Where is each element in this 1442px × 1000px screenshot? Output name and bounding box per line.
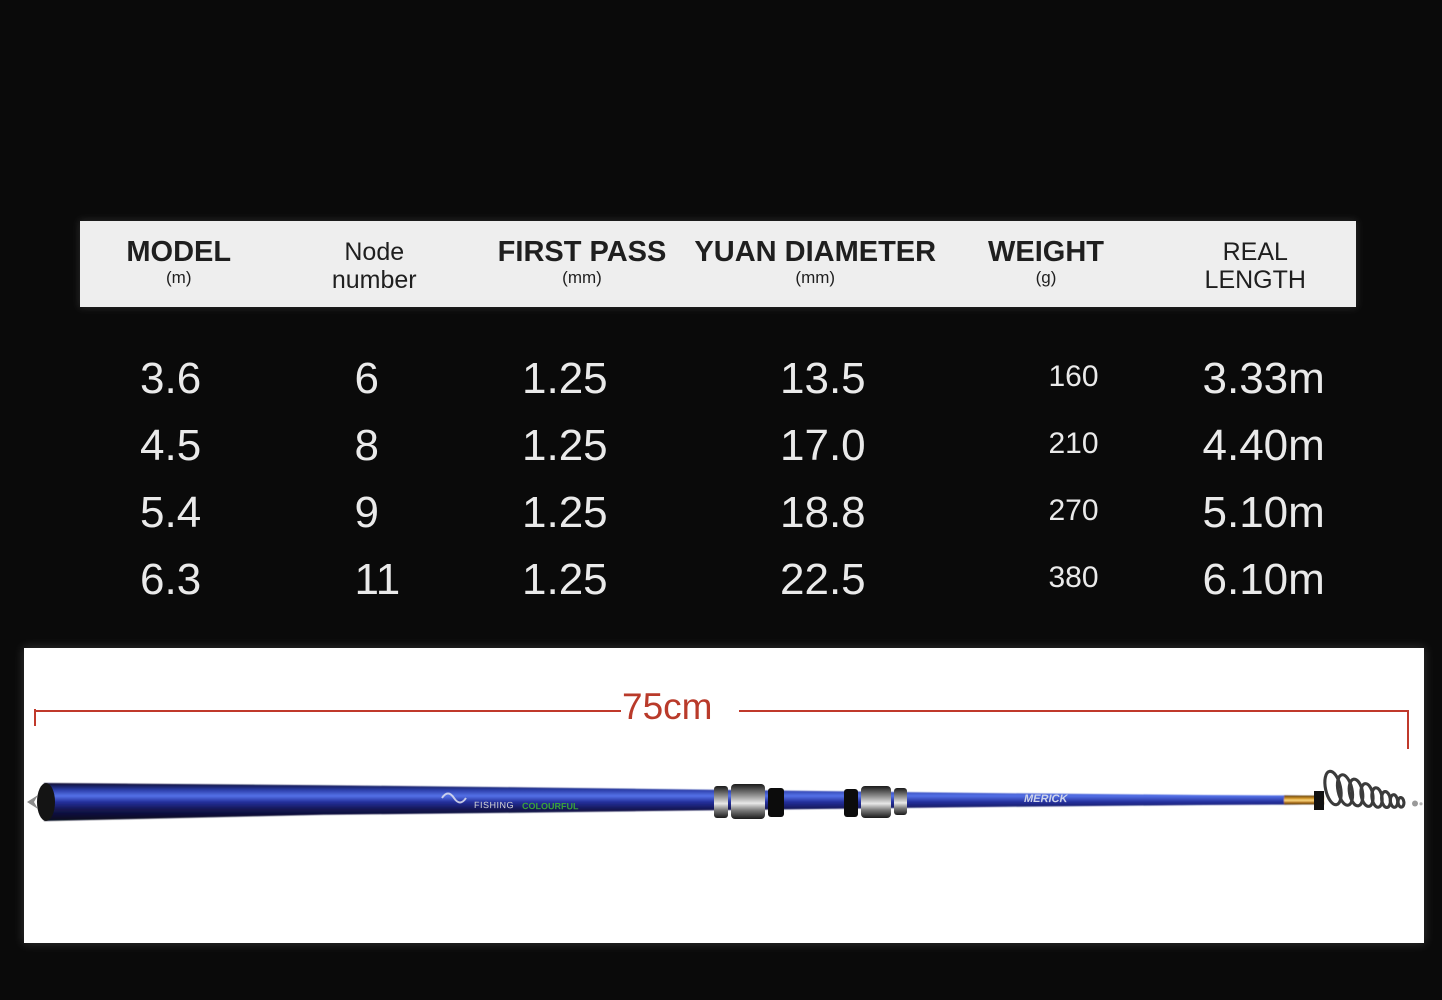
svg-text:MERICK: MERICK <box>1024 793 1069 805</box>
svg-text:COLOURFUL: COLOURFUL <box>522 801 579 811</box>
svg-text:FISHING: FISHING <box>474 800 514 810</box>
